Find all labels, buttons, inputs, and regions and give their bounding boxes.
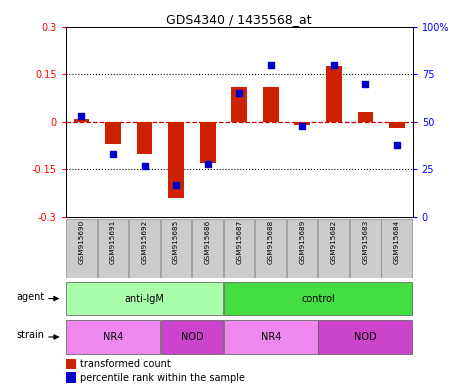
Text: GSM915687: GSM915687 bbox=[236, 220, 242, 264]
Text: agent: agent bbox=[16, 292, 45, 302]
Bar bbox=[224, 320, 318, 354]
Text: GSM915686: GSM915686 bbox=[204, 220, 211, 264]
Bar bbox=[255, 220, 286, 278]
Bar bbox=[168, 122, 184, 198]
Bar bbox=[66, 359, 76, 369]
Bar bbox=[318, 220, 349, 278]
Bar bbox=[66, 320, 160, 354]
Bar bbox=[74, 119, 89, 122]
Bar bbox=[295, 122, 310, 125]
Bar bbox=[326, 66, 342, 122]
Text: GSM915685: GSM915685 bbox=[173, 220, 179, 264]
Text: GSM915690: GSM915690 bbox=[78, 220, 84, 264]
Bar bbox=[224, 282, 412, 315]
Point bbox=[235, 90, 243, 96]
Text: control: control bbox=[301, 293, 335, 304]
Bar bbox=[129, 220, 159, 278]
Point bbox=[299, 122, 306, 129]
Bar bbox=[98, 220, 128, 278]
Point bbox=[172, 182, 180, 188]
Bar bbox=[105, 122, 121, 144]
Text: GSM915684: GSM915684 bbox=[394, 220, 400, 264]
Bar bbox=[200, 122, 216, 163]
Point bbox=[78, 113, 85, 119]
Text: transformed count: transformed count bbox=[80, 359, 170, 369]
Text: GSM915682: GSM915682 bbox=[331, 220, 337, 264]
Point bbox=[393, 142, 401, 148]
Bar bbox=[318, 320, 412, 354]
Bar bbox=[263, 87, 279, 122]
Bar bbox=[66, 220, 97, 278]
Bar bbox=[381, 220, 412, 278]
Point bbox=[362, 81, 369, 87]
Bar bbox=[224, 220, 254, 278]
Text: anti-IgM: anti-IgM bbox=[125, 293, 165, 304]
Text: GSM915689: GSM915689 bbox=[299, 220, 305, 264]
Text: GSM915691: GSM915691 bbox=[110, 220, 116, 264]
Bar bbox=[231, 87, 247, 122]
Text: GSM915688: GSM915688 bbox=[268, 220, 274, 264]
Text: percentile rank within the sample: percentile rank within the sample bbox=[80, 372, 244, 382]
Point bbox=[109, 151, 117, 157]
Text: NOD: NOD bbox=[354, 332, 377, 342]
Bar bbox=[160, 220, 191, 278]
Text: GSM915692: GSM915692 bbox=[142, 220, 148, 264]
Text: NOD: NOD bbox=[181, 332, 203, 342]
Bar bbox=[66, 282, 223, 315]
Bar bbox=[350, 220, 380, 278]
Bar bbox=[136, 122, 152, 154]
Title: GDS4340 / 1435568_at: GDS4340 / 1435568_at bbox=[166, 13, 312, 26]
Bar bbox=[357, 113, 373, 122]
Bar bbox=[160, 320, 223, 354]
Text: GSM915683: GSM915683 bbox=[363, 220, 368, 264]
Point bbox=[330, 62, 338, 68]
Point bbox=[267, 62, 274, 68]
Bar bbox=[66, 372, 76, 382]
Text: strain: strain bbox=[16, 330, 45, 340]
Point bbox=[204, 161, 212, 167]
Bar bbox=[389, 122, 405, 128]
Text: NR4: NR4 bbox=[103, 332, 123, 342]
Point bbox=[141, 162, 148, 169]
Text: NR4: NR4 bbox=[261, 332, 281, 342]
Bar bbox=[287, 220, 318, 278]
Bar bbox=[192, 220, 223, 278]
